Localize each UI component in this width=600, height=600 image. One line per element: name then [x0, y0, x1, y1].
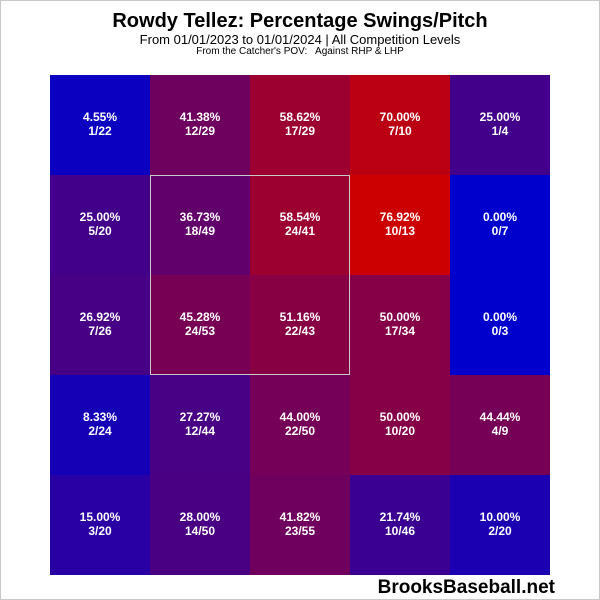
cell-count: 10/13 [384, 224, 416, 238]
heatmap-cell: 25.00% 1/4 [450, 75, 550, 175]
cell-count: 24/41 [284, 224, 316, 238]
cell-percentage: 58.62% [279, 110, 321, 124]
cell-percentage: 8.33% [82, 410, 118, 424]
cell-percentage: 44.00% [279, 410, 321, 424]
heatmap-cell: 41.38% 12/29 [150, 75, 250, 175]
cell-count: 10/20 [384, 424, 416, 438]
cell-percentage: 76.92% [379, 210, 421, 224]
cell-percentage: 70.00% [379, 110, 421, 124]
cell-count: 10/46 [384, 524, 416, 538]
cell-count: 3/20 [88, 524, 112, 538]
cell-percentage: 36.73% [179, 210, 221, 224]
cell-count: 1/22 [88, 124, 112, 138]
heatmap-cell: 50.00% 10/20 [350, 375, 450, 475]
cell-percentage: 21.74% [379, 510, 421, 524]
heatmap-cell: 58.62% 17/29 [250, 75, 350, 175]
cell-count: 1/4 [491, 124, 509, 138]
cell-percentage: 27.27% [179, 410, 221, 424]
cell-percentage: 0.00% [482, 310, 518, 324]
cell-percentage: 26.92% [79, 310, 121, 324]
heatmap-cell: 4.55% 1/22 [50, 75, 150, 175]
heatmap-cell: 8.33% 2/24 [50, 375, 150, 475]
cell-count: 0/3 [491, 324, 509, 338]
watermark: BrooksBaseball.net [377, 577, 555, 598]
cell-count: 12/44 [184, 424, 216, 438]
cell-count: 12/29 [184, 124, 216, 138]
cell-percentage: 41.38% [179, 110, 221, 124]
cell-count: 22/43 [284, 324, 316, 338]
cell-count: 7/26 [88, 324, 112, 338]
chart-note: From the Catcher's POV: Against RHP & LH… [196, 46, 404, 57]
heatmap-cell: 10.00% 2/20 [450, 475, 550, 575]
cell-percentage: 25.00% [79, 210, 121, 224]
heatmap-cell: 0.00% 0/3 [450, 275, 550, 375]
cell-percentage: 50.00% [379, 410, 421, 424]
heatmap-cell: 76.92% 10/13 [350, 175, 450, 275]
cell-count: 2/20 [488, 524, 512, 538]
chart-title: Rowdy Tellez: Percentage Swings/Pitch [112, 10, 488, 32]
heatmap-cell: 44.44% 4/9 [450, 375, 550, 475]
cell-percentage: 45.28% [179, 310, 221, 324]
cell-count: 17/34 [384, 324, 416, 338]
cell-percentage: 15.00% [79, 510, 121, 524]
cell-count: 7/10 [388, 124, 412, 138]
cell-count: 5/20 [88, 224, 112, 238]
cell-count: 2/24 [88, 424, 112, 438]
cell-percentage: 4.55% [82, 110, 118, 124]
cell-percentage: 50.00% [379, 310, 421, 324]
cell-count: 23/55 [284, 524, 316, 538]
cell-percentage: 25.00% [479, 110, 521, 124]
cell-percentage: 58.54% [279, 210, 321, 224]
heatmap-cell: 0.00% 0/7 [450, 175, 550, 275]
heatmap-cell: 51.16% 22/43 [250, 275, 350, 375]
heatmap-cell: 21.74% 10/46 [350, 475, 450, 575]
heatmap-cell: 45.28% 24/53 [150, 275, 250, 375]
heatmap-cell: 41.82% 23/55 [250, 475, 350, 575]
chart-subtitle: From 01/01/2023 to 01/01/2024 | All Comp… [139, 32, 461, 47]
cell-count: 22/50 [284, 424, 316, 438]
heatmap-cell: 25.00% 5/20 [50, 175, 150, 275]
cell-count: 24/53 [184, 324, 216, 338]
cell-percentage: 10.00% [479, 510, 521, 524]
heatmap-cell: 28.00% 14/50 [150, 475, 250, 575]
cell-count: 0/7 [491, 224, 509, 238]
heatmap-cell: 44.00% 22/50 [250, 375, 350, 475]
heatmap-cell: 70.00% 7/10 [350, 75, 450, 175]
cell-count: 4/9 [491, 424, 509, 438]
cell-percentage: 0.00% [482, 210, 518, 224]
cell-percentage: 28.00% [179, 510, 221, 524]
heatmap-cell: 58.54% 24/41 [250, 175, 350, 275]
cell-count: 18/49 [184, 224, 216, 238]
heatmap-cell: 50.00% 17/34 [350, 275, 450, 375]
cell-percentage: 44.44% [479, 410, 521, 424]
heatmap-cell: 15.00% 3/20 [50, 475, 150, 575]
heatmap-cell: 36.73% 18/49 [150, 175, 250, 275]
cell-count: 17/29 [284, 124, 316, 138]
heatmap-grid: 4.55% 1/22 41.38% 12/29 58.62% 17/29 70.00% 7/1… [50, 75, 550, 575]
heatmap-cell: 27.27% 12/44 [150, 375, 250, 475]
cell-count: 14/50 [184, 524, 216, 538]
heatmap-cell: 26.92% 7/26 [50, 275, 150, 375]
cell-percentage: 51.16% [279, 310, 321, 324]
cell-percentage: 41.82% [279, 510, 321, 524]
